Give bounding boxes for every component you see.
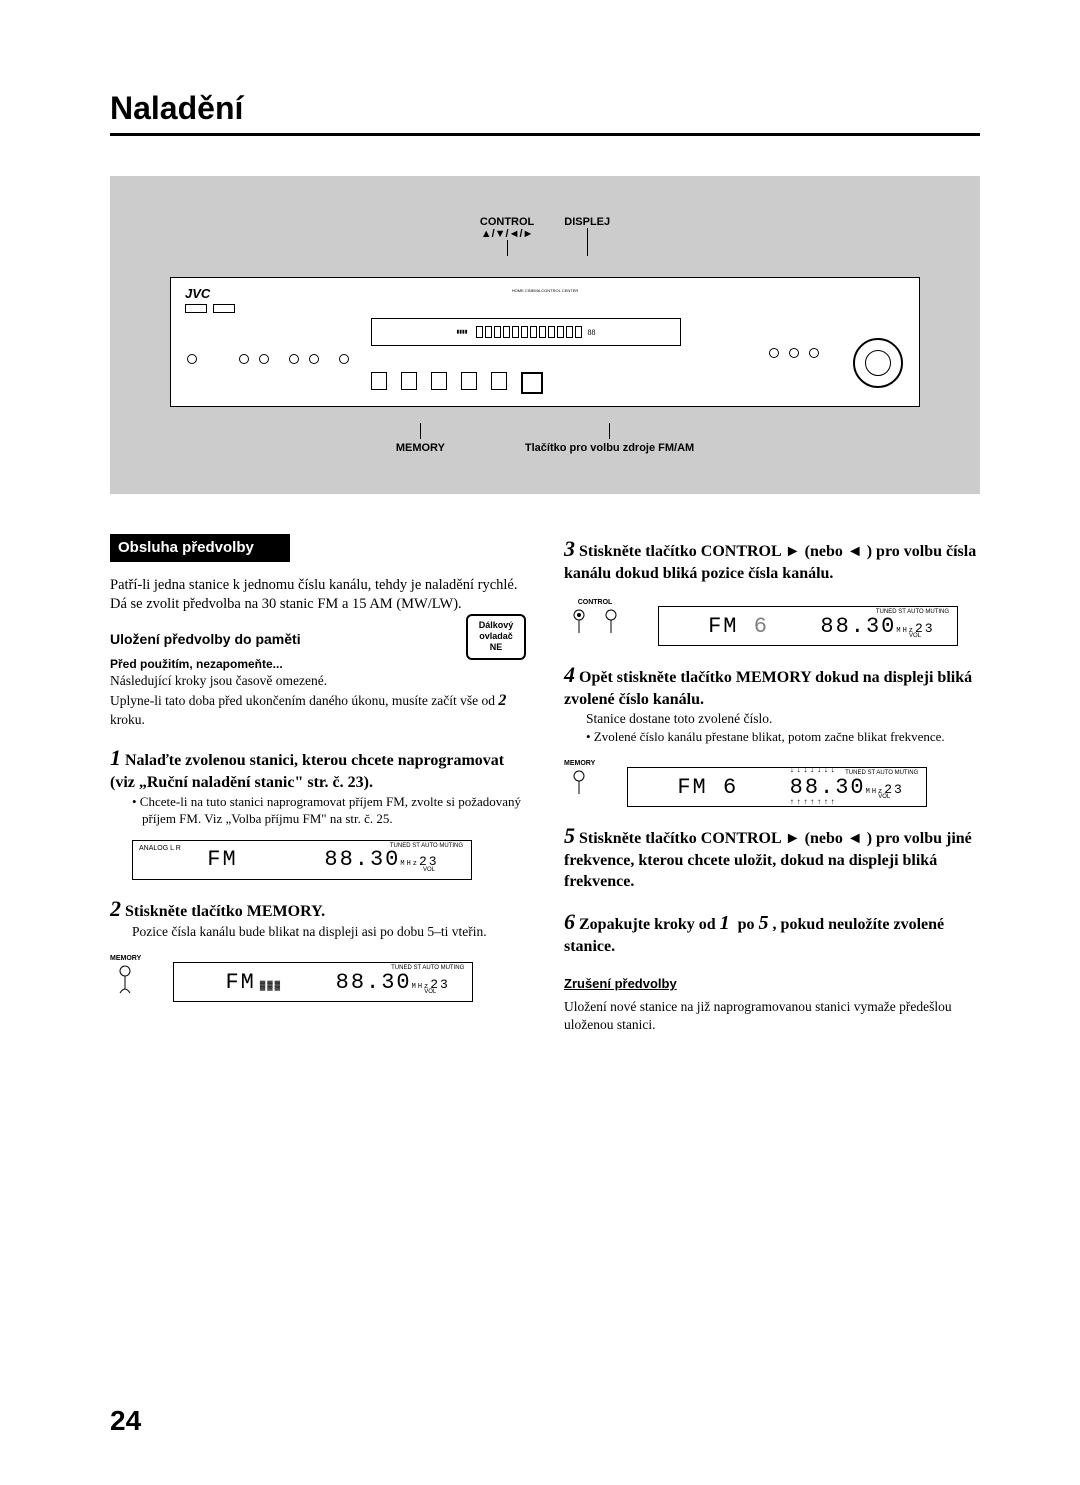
step-4-body: Stanice dostane toto zvolené číslo.: [586, 710, 980, 728]
display-3: TUNED ST AUTO MUTING FM 6 88.30MHz23 VOL: [658, 606, 958, 646]
source-buttons: [371, 372, 543, 394]
step-1: 1Nalaďte zvolenou stanici, kterou chcete…: [110, 743, 526, 827]
right-column: 3Stiskněte tlačítko CONTROL ► (nebo ◄ ) …: [564, 534, 980, 1034]
display-1: ANALOG L R TUNED ST AUTO MUTING FM 88.30…: [132, 840, 472, 880]
page-number: 24: [110, 1405, 141, 1437]
step-5: 5Stiskněte tlačítko CONTROL ► (nebo ◄ ) …: [564, 821, 980, 892]
mini-head: Před použitím, nezapomeňte...: [110, 657, 526, 673]
receiver-unit: JVC HOME CINEMA CONTROL CENTER ▮▮▮▮ 88: [170, 277, 920, 407]
step-3-figure: CONTROL TUNED ST AUTO MUTING FM 6 88.30M…: [564, 594, 980, 646]
step-4-bullet: • Zvolené číslo kanálu přestane blikat, …: [586, 728, 980, 745]
finger-icon: [110, 965, 140, 999]
mini-body: Následující kroky jsou časově omezené. U…: [110, 672, 526, 729]
step-3: 3Stiskněte tlačítko CONTROL ► (nebo ◄ ) …: [564, 534, 980, 584]
remote-badge: Dálkový ovladač NE: [466, 614, 526, 660]
left-column: Obsluha předvolby Patří-li jedna stanice…: [110, 534, 526, 1034]
content-columns: Obsluha předvolby Patří-li jedna stanice…: [110, 534, 980, 1034]
label-control: CONTROL: [480, 216, 534, 228]
finger-icon: [564, 770, 594, 804]
step-4-figure: MEMORY TUNED ST AUTO MUTING FM 6 ↓↓↓↓↓↓↓…: [564, 755, 980, 807]
receiver-figure: CONTROL ▲/▼/◄/► DISPLEJ JVC HOME CINEMA …: [110, 176, 980, 494]
intro-text: Patří-li jedna stanice k jednomu číslu k…: [110, 576, 526, 614]
display-2: TUNED ST AUTO MUTING FM▓▓▓ 88.30MHz23 VO…: [173, 962, 473, 1002]
sub-head-store: Uložení předvolby do paměti: [110, 630, 526, 648]
section-head: Obsluha předvolby: [110, 534, 290, 562]
cancel-body: Uložení nové stanice na již naprogramova…: [564, 998, 980, 1034]
receiver-display: ▮▮▮▮ 88: [371, 318, 681, 346]
center-text: HOME CINEMA CONTROL CENTER: [512, 288, 579, 293]
volume-knob: [853, 338, 903, 388]
figure-bottom-labels: MEMORY Tlačítko pro volbu zdroje FM/AM: [170, 423, 920, 454]
finger-icon: [596, 609, 626, 643]
title-rule: [110, 133, 980, 136]
label-display: DISPLEJ: [564, 216, 610, 228]
label-memory: MEMORY: [396, 442, 445, 454]
finger-icon: [564, 609, 594, 643]
step-4: 4Opět stiskněte tlačítko MEMORY dokud na…: [564, 660, 980, 745]
figure-top-labels: CONTROL ▲/▼/◄/► DISPLEJ: [170, 216, 920, 259]
label-source: Tlačítko pro volbu zdroje FM/AM: [525, 442, 694, 454]
step-2-figure: MEMORY TUNED ST AUTO MUTING FM▓▓▓ 88.30M…: [110, 950, 526, 1002]
step-2: 2Stiskněte tlačítko MEMORY. Pozice čísla…: [110, 894, 526, 941]
page-title: Naladění: [110, 90, 980, 127]
step-6: 6Zopakujte kroky od 1 po 5, pokud neulož…: [564, 907, 980, 958]
step-1-bullet: • Chcete-li na tuto stanici naprogramova…: [132, 793, 526, 827]
label-arrows: ▲/▼/◄/►: [480, 228, 534, 240]
cancel-head: Zrušení předvolby: [564, 976, 677, 991]
step-2-body: Pozice čísla kanálu bude blikat na displ…: [132, 923, 526, 941]
display-4: TUNED ST AUTO MUTING FM 6 ↓↓↓↓↓↓↓88.30↑↑…: [627, 767, 927, 807]
